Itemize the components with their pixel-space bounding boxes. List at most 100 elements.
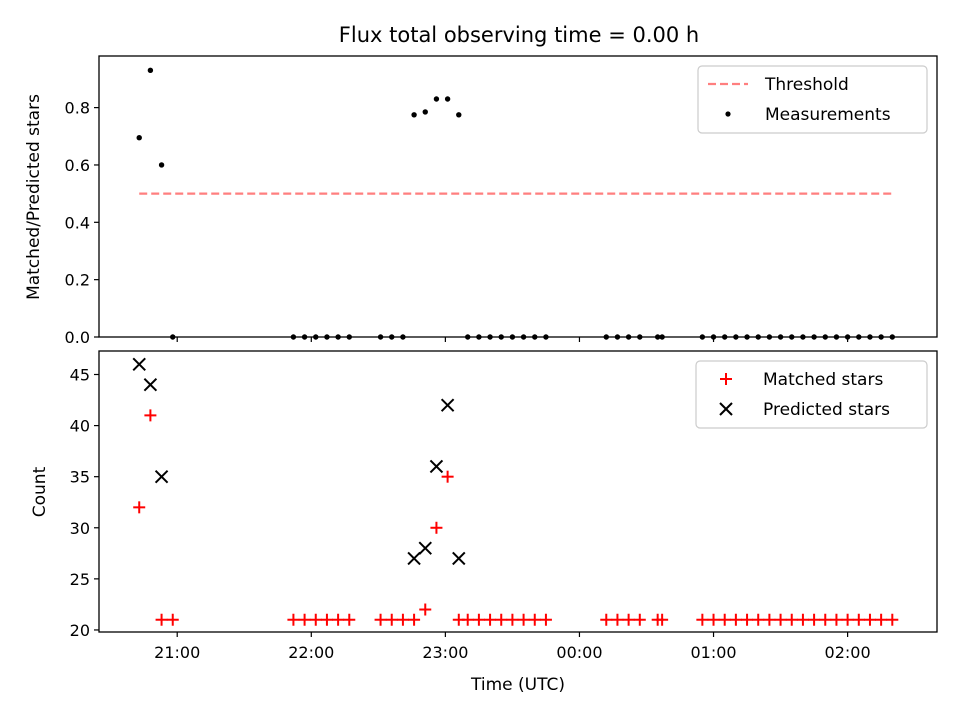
- count-panel-y-ticks: 20 25 30 35 40 45: [70, 366, 99, 640]
- matched-star-marker: [374, 613, 387, 626]
- x-tick-label: 21:00: [154, 643, 200, 662]
- matched-star-marker: [600, 613, 613, 626]
- matched-star-marker: [718, 613, 731, 626]
- count-y-tick-label: 30: [70, 519, 90, 538]
- matched-star-marker: [729, 613, 742, 626]
- matched-star-marker: [517, 613, 530, 626]
- matched-star-marker: [144, 409, 157, 422]
- measurement-point: [411, 112, 417, 118]
- ratio-panel-legend: Threshold Measurements: [697, 65, 928, 134]
- legend-predicted-swatch: [719, 402, 733, 416]
- matched-star-marker: [155, 613, 168, 626]
- chart-title: Flux total observing time = 0.00 h: [339, 23, 699, 47]
- matched-star-marker: [408, 613, 421, 626]
- matched-star-marker: [633, 613, 646, 626]
- matched-star-marker: [461, 613, 474, 626]
- matched-star-marker: [320, 613, 333, 626]
- ratio-panel: 0.00.20.40.60.8 Matched/Predicted stars …: [24, 55, 938, 347]
- matched-star-marker: [808, 613, 821, 626]
- x-tick-label: 22:00: [288, 643, 334, 662]
- matched-star-marker: [763, 613, 776, 626]
- ratio-panel-frame: [98, 55, 938, 338]
- measurement-point: [444, 96, 451, 102]
- matched-star-marker: [419, 603, 432, 616]
- count-panel-x-ticks: 21:00 22:00 23:00 00:00 01:00 02:00: [154, 632, 871, 662]
- matched-star-marker: [611, 613, 624, 626]
- count-y-tick-label: 45: [70, 366, 90, 385]
- matched-star-marker: [385, 613, 398, 626]
- predicted-star-marker: [429, 459, 444, 474]
- ratio-y-tick-label: 0.0: [65, 328, 90, 347]
- matched-star-marker: [819, 613, 832, 626]
- matched-star-marker: [396, 613, 409, 626]
- matched-star-marker: [528, 613, 541, 626]
- count-y-tick-label: 20: [70, 621, 90, 640]
- matched-star-marker: [484, 613, 497, 626]
- matched-star-marker: [886, 613, 899, 626]
- count-legend-box: [695, 360, 928, 429]
- matched-star-marker: [863, 613, 876, 626]
- ratio-y-tick-label: 0.4: [65, 213, 90, 232]
- predicted-star-marker: [452, 551, 466, 566]
- ratio-y-tick-label: 0.2: [65, 271, 90, 290]
- predicted-star-marker: [440, 398, 455, 412]
- predicted-star-marker: [418, 541, 432, 555]
- matched-star-marker: [875, 613, 888, 626]
- legend-matched-swatch: [720, 373, 732, 385]
- matched-star-marker: [343, 613, 356, 626]
- matched-star-marker: [539, 613, 552, 626]
- count-panel: 20 25 30 35 40 45 21:00 22:00 23:00 00:00 01:00 02…: [30, 350, 938, 695]
- count-y-tick-label: 40: [70, 417, 90, 436]
- matched-star-points: [133, 409, 899, 626]
- count-y-tick-label: 35: [70, 468, 90, 487]
- matched-star-marker: [622, 613, 635, 626]
- legend-measurements-swatch: [725, 111, 731, 117]
- x-tick-label: 23:00: [422, 643, 468, 662]
- matched-star-marker: [707, 613, 720, 626]
- measurement-point: [158, 162, 165, 168]
- matched-star-marker: [752, 613, 765, 626]
- predicted-star-marker: [154, 469, 169, 484]
- matched-star-marker: [506, 613, 519, 626]
- matched-star-marker: [441, 470, 454, 483]
- predicted-star-marker: [132, 357, 146, 371]
- matched-star-marker: [166, 613, 179, 626]
- matched-star-marker: [796, 613, 809, 626]
- matched-star-marker: [830, 613, 843, 626]
- measurement-point: [433, 96, 440, 102]
- matched-star-marker: [287, 613, 300, 626]
- matched-star-marker: [696, 613, 709, 626]
- matched-star-marker: [495, 613, 508, 626]
- count-panel-legend: Matched stars Predicted stars: [695, 360, 928, 429]
- legend-predicted-label: Predicted stars: [763, 400, 890, 420]
- matched-star-marker: [298, 613, 311, 626]
- matched-star-marker: [472, 613, 485, 626]
- count-panel-y-axis-label: Count: [30, 466, 50, 517]
- matched-star-marker: [133, 501, 146, 514]
- ratio-panel-y-axis-label: Matched/Predicted stars: [24, 94, 44, 300]
- matched-star-marker: [656, 613, 669, 626]
- legend-matched-label: Matched stars: [763, 370, 883, 390]
- matched-star-marker: [309, 613, 322, 626]
- predicted-star-marker: [143, 378, 158, 392]
- measurement-point: [136, 135, 142, 141]
- measurement-point: [456, 112, 462, 118]
- matched-star-marker: [430, 521, 443, 534]
- ratio-panel-y-ticks: 0.0 0.2 0.4 0.6 0.8: [65, 99, 99, 347]
- measurement-point: [422, 109, 428, 115]
- measurement-point: [147, 67, 154, 74]
- x-tick-label: 01:00: [690, 643, 736, 662]
- matched-star-marker: [774, 613, 787, 626]
- predicted-star-marker: [407, 551, 421, 566]
- x-tick-label: 00:00: [556, 643, 602, 662]
- ratio-legend-box: [697, 65, 928, 134]
- count-panel-frame: [98, 350, 938, 633]
- matched-star-marker: [852, 613, 865, 626]
- matched-star-marker: [741, 613, 754, 626]
- matched-star-marker: [332, 613, 345, 626]
- ratio-y-tick-label: 0.6: [65, 156, 90, 175]
- matched-star-marker: [785, 613, 798, 626]
- legend-threshold-label: Threshold: [764, 75, 849, 95]
